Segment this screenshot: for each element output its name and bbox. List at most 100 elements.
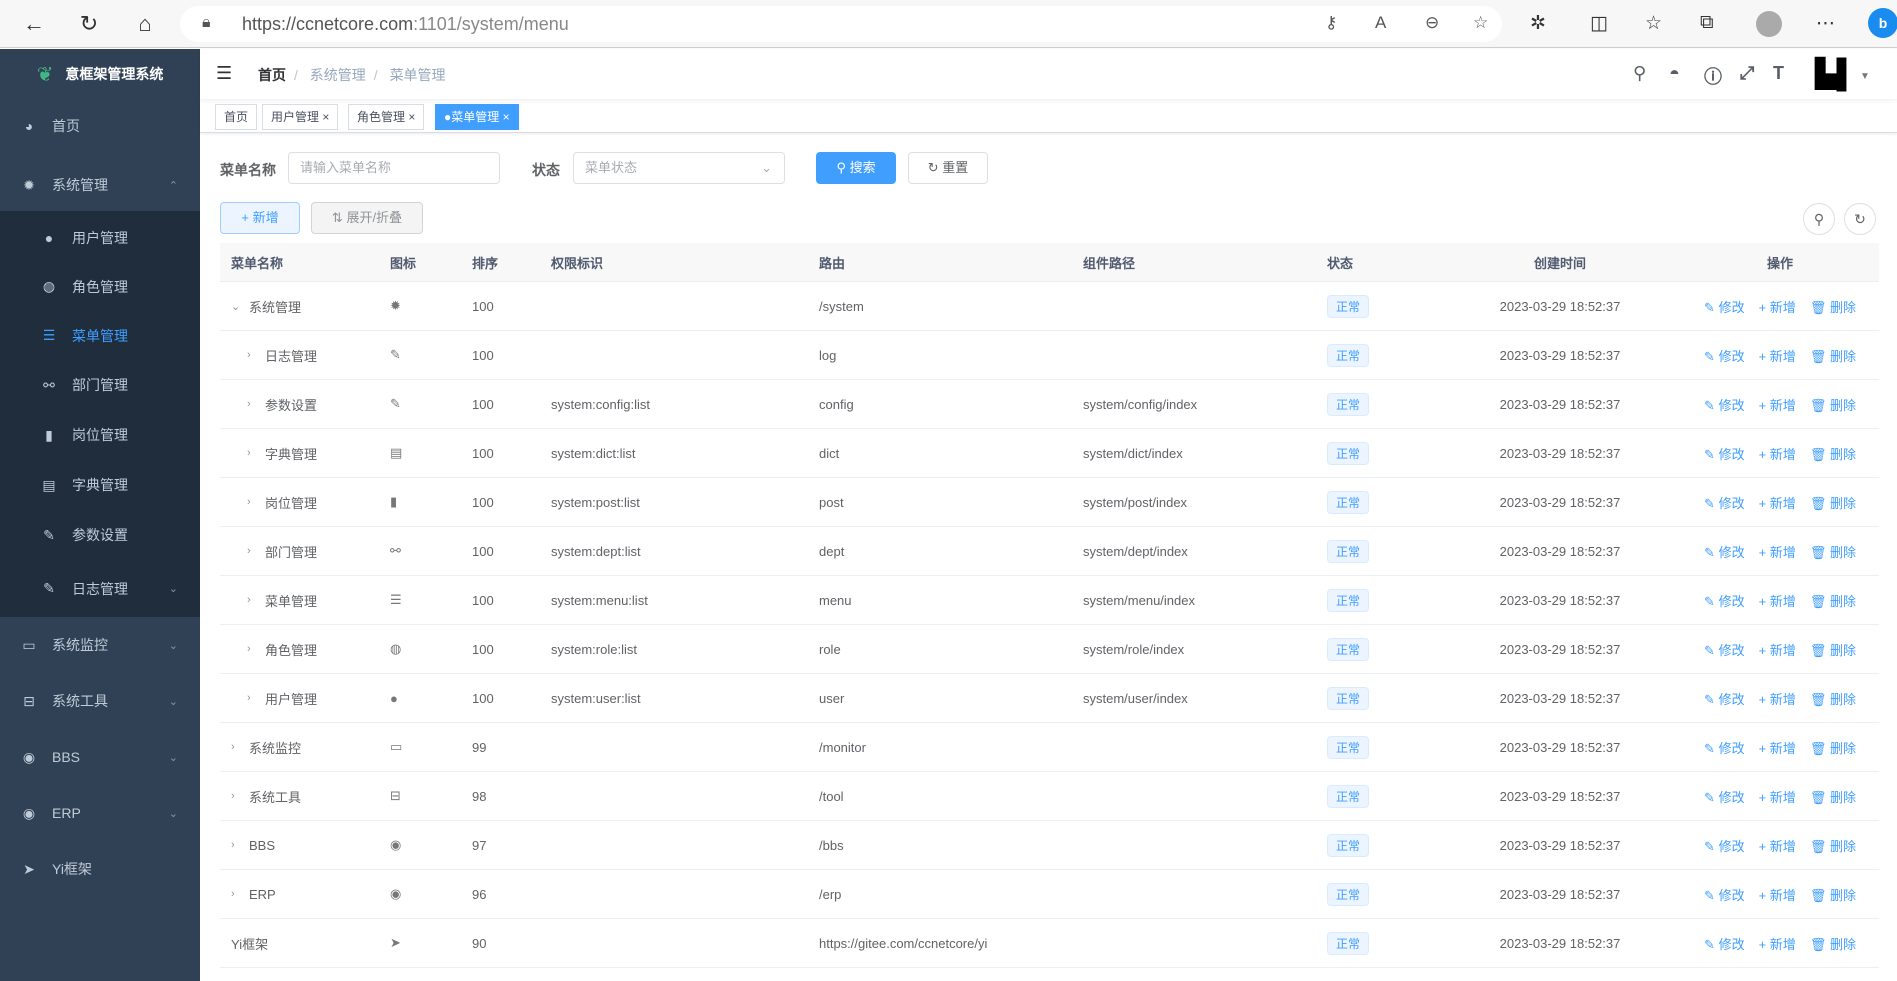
add-child-button[interactable]: + 新增 [1758, 642, 1796, 658]
search-button[interactable]: ⚲ 搜索 [816, 152, 896, 184]
delete-button[interactable]: 🗑︎ 删除 [1809, 593, 1856, 609]
toggle-search-button[interactable]: ⚲ [1803, 203, 1835, 235]
delete-button[interactable]: 🗑︎ 删除 [1809, 397, 1856, 413]
close-icon[interactable]: × [408, 110, 416, 124]
delete-button[interactable]: 🗑︎ 删除 [1809, 495, 1856, 511]
delete-button[interactable]: 🗑︎ 删除 [1809, 887, 1856, 903]
sidebar-item-4[interactable]: ☰ 菜单管理 [0, 311, 200, 360]
chevron-right-icon[interactable]: › [231, 741, 235, 753]
expand-collapse-button[interactable]: ⇅ 展开/折叠 [311, 202, 423, 234]
help-icon[interactable]: ⓘ [1704, 67, 1722, 87]
add-child-button[interactable]: + 新增 [1758, 495, 1796, 511]
add-child-button[interactable]: + 新增 [1758, 740, 1796, 756]
tag-menu[interactable]: ●菜单管理 × [435, 104, 519, 130]
edit-button[interactable]: ✎ 修改 [1704, 838, 1745, 854]
close-icon[interactable]: × [322, 110, 330, 124]
chevron-right-icon[interactable]: › [247, 398, 251, 410]
read-aloud-icon[interactable]: A [1375, 13, 1387, 32]
edit-button[interactable]: ✎ 修改 [1704, 789, 1745, 805]
add-child-button[interactable]: + 新增 [1758, 936, 1796, 952]
caret-down-icon[interactable]: ▼ [1860, 71, 1870, 82]
delete-button[interactable]: 🗑︎ 删除 [1809, 740, 1856, 756]
sidebar-item-7[interactable]: ▤ 字典管理 [0, 460, 200, 510]
chevron-right-icon[interactable]: › [247, 447, 251, 459]
collections-icon[interactable]: ⧉ [1700, 12, 1714, 33]
edit-button[interactable]: ✎ 修改 [1704, 887, 1745, 903]
sidebar-item-12[interactable]: ◉ BBS ⌄ [0, 729, 200, 785]
sidebar-item-5[interactable]: ⚯ 部门管理 [0, 360, 200, 410]
add-button[interactable]: + 新增 [220, 202, 300, 234]
font-size-icon[interactable]: T [1773, 63, 1784, 83]
sidebar-item-13[interactable]: ◉ ERP ⌄ [0, 785, 200, 841]
extensions-icon[interactable]: ✲ [1530, 13, 1546, 34]
add-child-button[interactable]: + 新增 [1758, 887, 1796, 903]
reset-button[interactable]: ↻ 重置 [908, 152, 988, 184]
back-icon[interactable]: ← [23, 11, 45, 36]
sidebar-item-14[interactable]: ➤ Yi框架 [0, 841, 200, 897]
edit-button[interactable]: ✎ 修改 [1704, 446, 1745, 462]
edit-button[interactable]: ✎ 修改 [1704, 397, 1745, 413]
delete-button[interactable]: 🗑︎ 删除 [1809, 446, 1856, 462]
delete-button[interactable]: 🗑︎ 删除 [1809, 789, 1856, 805]
add-child-button[interactable]: + 新增 [1758, 299, 1796, 315]
add-child-button[interactable]: + 新增 [1758, 838, 1796, 854]
edit-button[interactable]: ✎ 修改 [1704, 495, 1745, 511]
add-child-button[interactable]: + 新增 [1758, 544, 1796, 560]
edit-button[interactable]: ✎ 修改 [1704, 740, 1745, 756]
delete-button[interactable]: 🗑︎ 删除 [1809, 299, 1856, 315]
add-child-button[interactable]: + 新增 [1758, 446, 1796, 462]
chevron-right-icon[interactable]: › [231, 888, 235, 900]
chevron-right-icon[interactable]: › [247, 692, 251, 704]
chevron-right-icon[interactable]: › [247, 349, 251, 361]
delete-button[interactable]: 🗑︎ 删除 [1809, 691, 1856, 707]
github-icon[interactable]: ◓ [1669, 63, 1680, 83]
chevron-down-icon[interactable]: ⌄ [231, 300, 241, 313]
chevron-right-icon[interactable]: › [247, 594, 251, 606]
fullscreen-icon[interactable]: ⤢ [1740, 63, 1755, 83]
home-icon[interactable]: ⌂ [138, 11, 152, 36]
edit-button[interactable]: ✎ 修改 [1704, 936, 1745, 952]
add-child-button[interactable]: + 新增 [1758, 397, 1796, 413]
delete-button[interactable]: 🗑︎ 删除 [1809, 544, 1856, 560]
sidebar-item-2[interactable]: ● 用户管理 [0, 213, 200, 262]
add-favorite-icon[interactable]: ☆ [1473, 13, 1489, 32]
sidebar-item-3[interactable]: ◍ 角色管理 [0, 262, 200, 311]
add-child-button[interactable]: + 新增 [1758, 691, 1796, 707]
search-icon[interactable]: ⚲ [1633, 63, 1647, 83]
chevron-right-icon[interactable]: › [231, 839, 235, 851]
breadcrumb-home[interactable]: 首页 [258, 67, 286, 83]
status-select[interactable]: 菜单状态 ⌄ [573, 152, 785, 184]
delete-button[interactable]: 🗑︎ 删除 [1809, 348, 1856, 364]
tag-role[interactable]: 角色管理 × [348, 104, 425, 130]
key-icon[interactable]: ⚷ [1325, 13, 1338, 32]
close-icon[interactable]: × [502, 110, 510, 124]
address-bar[interactable]: 🔒︎ https://ccnetcore.com:1101/system/men… [180, 6, 1502, 42]
delete-button[interactable]: 🗑︎ 删除 [1809, 838, 1856, 854]
sidebar-item-0[interactable]: ◕ 首页 [0, 101, 200, 151]
edit-button[interactable]: ✎ 修改 [1704, 593, 1745, 609]
user-avatar[interactable]: ▙▌ [1815, 58, 1857, 89]
split-screen-icon[interactable]: ◫ [1590, 13, 1608, 34]
sidebar-item-8[interactable]: ✎ 参数设置 [0, 510, 200, 560]
add-child-button[interactable]: + 新增 [1758, 789, 1796, 805]
refresh-table-button[interactable]: ↻ [1844, 203, 1876, 235]
chevron-right-icon[interactable]: › [247, 496, 251, 508]
sidebar-item-10[interactable]: ▭ 系统监控 ⌄ [0, 617, 200, 673]
edit-button[interactable]: ✎ 修改 [1704, 642, 1745, 658]
more-icon[interactable]: ⋯ [1816, 13, 1835, 34]
zoom-icon[interactable]: ⊖ [1425, 13, 1440, 32]
edit-button[interactable]: ✎ 修改 [1704, 348, 1745, 364]
chevron-right-icon[interactable]: › [247, 545, 251, 557]
edit-button[interactable]: ✎ 修改 [1704, 544, 1745, 560]
sidebar-item-6[interactable]: ▮ 岗位管理 [0, 410, 200, 460]
bing-icon[interactable]: b [1868, 8, 1897, 38]
sidebar-item-11[interactable]: ⊟ 系统工具 ⌄ [0, 673, 200, 729]
edit-button[interactable]: ✎ 修改 [1704, 691, 1745, 707]
sidebar-item-9[interactable]: ✎ 日志管理 ⌄ [0, 560, 200, 617]
favorites-icon[interactable]: ☆ [1645, 13, 1663, 34]
tag-user[interactable]: 用户管理 × [262, 104, 339, 130]
chevron-right-icon[interactable]: › [231, 790, 235, 802]
edit-button[interactable]: ✎ 修改 [1704, 299, 1745, 315]
hamburger-icon[interactable]: ☰ [216, 63, 233, 83]
chevron-right-icon[interactable]: › [247, 643, 251, 655]
